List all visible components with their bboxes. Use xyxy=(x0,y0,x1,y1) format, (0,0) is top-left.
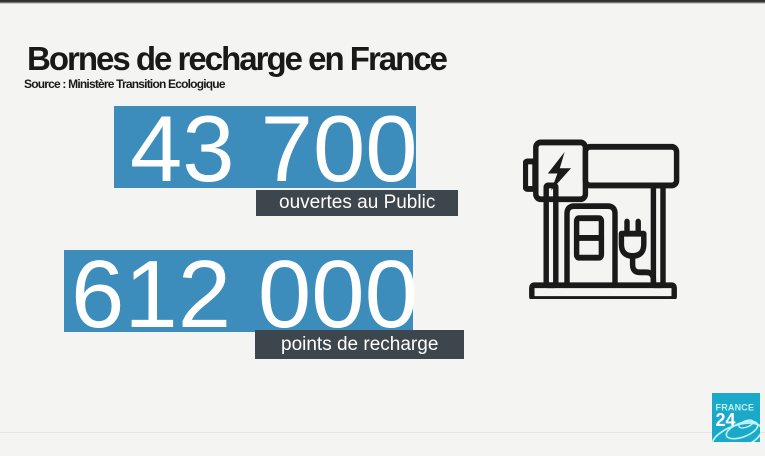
svg-text:24: 24 xyxy=(716,410,736,430)
